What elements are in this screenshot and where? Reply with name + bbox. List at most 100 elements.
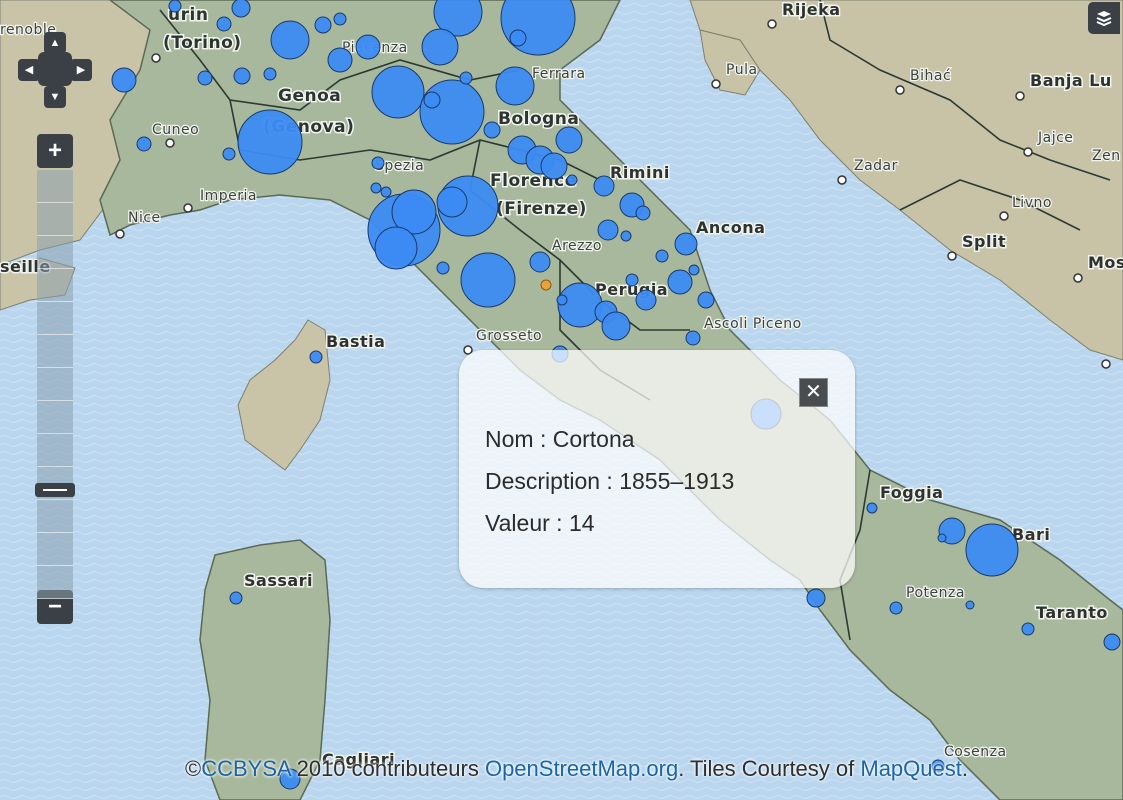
data-marker[interactable] — [655, 249, 669, 263]
data-marker[interactable] — [625, 273, 639, 287]
data-marker[interactable] — [423, 91, 441, 109]
data-marker[interactable] — [270, 20, 310, 60]
data-marker[interactable] — [197, 70, 213, 86]
pan-right-button[interactable]: ▶ — [70, 59, 92, 81]
attribution-tiles-text: . Tiles Courtesy of — [678, 756, 861, 781]
popup-close-button[interactable]: ✕ — [799, 378, 828, 407]
data-marker[interactable] — [937, 533, 947, 543]
data-marker[interactable] — [436, 186, 468, 218]
data-marker[interactable] — [597, 219, 619, 241]
data-marker[interactable] — [216, 16, 232, 32]
data-marker[interactable] — [509, 29, 527, 47]
data-marker[interactable] — [421, 28, 459, 66]
zoom-step[interactable] — [37, 434, 73, 467]
data-marker[interactable] — [231, 0, 251, 18]
data-marker[interactable] — [667, 269, 693, 295]
map-attribution: ©CCBYSA 2010 contributeurs OpenStreetMap… — [185, 756, 968, 782]
data-marker[interactable] — [460, 252, 516, 308]
zoom-step[interactable] — [37, 335, 73, 368]
data-marker[interactable] — [374, 226, 418, 270]
data-markers[interactable] — [111, 0, 1121, 790]
data-marker[interactable] — [371, 156, 385, 170]
attribution-osm-link[interactable]: OpenStreetMap.org — [484, 756, 679, 781]
data-marker[interactable] — [965, 523, 1019, 577]
pan-left-button[interactable]: ◀ — [18, 59, 40, 81]
label-cagliari: Cagliari — [322, 750, 395, 769]
data-marker[interactable] — [233, 67, 251, 85]
data-marker[interactable] — [931, 759, 945, 773]
data-marker[interactable] — [391, 189, 437, 235]
data-marker[interactable] — [540, 152, 568, 180]
zoom-step[interactable] — [37, 401, 73, 434]
data-marker[interactable] — [555, 126, 583, 154]
attribution-mapquest-link[interactable]: MapQuest — [860, 756, 962, 781]
data-marker[interactable] — [136, 136, 152, 152]
data-marker[interactable] — [327, 47, 353, 73]
data-marker[interactable] — [593, 175, 615, 197]
data-marker[interactable] — [688, 264, 700, 276]
zoom-step[interactable] — [37, 500, 73, 533]
zoom-step[interactable] — [37, 203, 73, 236]
zoom-step[interactable] — [37, 170, 73, 203]
label-split: Split — [962, 232, 1006, 251]
data-marker[interactable] — [674, 232, 698, 256]
data-marker[interactable] — [433, 0, 483, 37]
data-marker[interactable] — [333, 12, 347, 26]
data-marker[interactable] — [229, 591, 243, 605]
data-marker[interactable] — [483, 121, 501, 139]
data-marker[interactable] — [685, 330, 701, 346]
data-marker[interactable] — [355, 34, 381, 60]
zoom-step[interactable] — [37, 368, 73, 401]
data-marker[interactable] — [635, 205, 651, 221]
data-marker[interactable] — [314, 16, 332, 34]
label-bari: Bari — [1012, 525, 1050, 544]
label-grosseto: Grosseto — [476, 328, 542, 344]
data-marker[interactable] — [419, 79, 485, 145]
label-sassari: Sassari — [244, 571, 313, 590]
data-marker[interactable] — [556, 294, 568, 306]
pan-up-button[interactable]: ▲ — [44, 32, 66, 54]
data-marker[interactable] — [309, 350, 323, 364]
label-zadar: Zadar — [854, 158, 898, 174]
data-marker[interactable] — [459, 71, 473, 85]
data-marker[interactable] — [371, 65, 425, 119]
data-marker[interactable] — [866, 502, 878, 514]
pan-down-button[interactable]: ▼ — [44, 86, 66, 108]
data-marker[interactable] — [529, 251, 551, 273]
label-foggia: Foggia — [880, 483, 943, 502]
data-marker[interactable] — [279, 768, 301, 790]
data-marker[interactable] — [697, 291, 715, 309]
zoom-step[interactable] — [37, 236, 73, 269]
zoom-bar[interactable] — [35, 170, 75, 599]
data-marker[interactable] — [889, 601, 903, 615]
data-marker[interactable] — [370, 182, 382, 194]
zoom-in-button[interactable]: + — [37, 134, 73, 168]
selected-marker[interactable] — [540, 279, 552, 291]
zoom-step[interactable] — [37, 566, 73, 599]
zoom-step[interactable] — [37, 302, 73, 335]
data-marker[interactable] — [566, 174, 578, 186]
data-marker[interactable] — [1103, 633, 1121, 651]
data-marker[interactable] — [635, 289, 657, 311]
data-marker[interactable] — [1021, 622, 1035, 636]
data-marker[interactable] — [495, 66, 535, 106]
data-marker[interactable] — [965, 600, 975, 610]
data-marker[interactable] — [620, 230, 632, 242]
data-marker[interactable] — [557, 282, 603, 328]
zoom-slider-handle[interactable] — [35, 483, 75, 497]
data-marker[interactable] — [168, 0, 182, 13]
data-marker[interactable] — [222, 147, 236, 161]
zoom-step[interactable] — [37, 533, 73, 566]
data-marker[interactable] — [111, 67, 137, 93]
label-ascoli: Ascoli Piceno — [704, 316, 802, 332]
attribution-license-link[interactable]: CCBYSA — [201, 756, 291, 781]
layer-switcher-button[interactable] — [1088, 2, 1120, 34]
data-marker[interactable] — [436, 261, 450, 275]
data-marker[interactable] — [263, 67, 277, 81]
data-marker[interactable] — [380, 186, 392, 198]
data-marker[interactable] — [237, 109, 303, 175]
zoom-step[interactable] — [37, 269, 73, 302]
data-marker[interactable] — [806, 588, 826, 608]
layers-icon — [1096, 11, 1112, 27]
data-marker[interactable] — [601, 311, 631, 341]
